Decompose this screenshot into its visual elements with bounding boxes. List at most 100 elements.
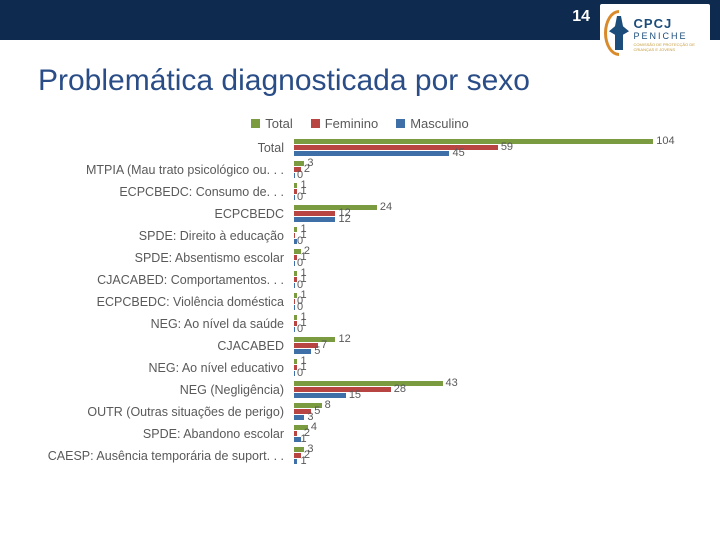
category-label: CAESP: Ausência temporária de suport. . … bbox=[38, 445, 290, 467]
bar-masculino bbox=[294, 371, 295, 376]
bar-total bbox=[294, 381, 443, 386]
value-label-feminino: 1 bbox=[300, 311, 306, 323]
bar-masculino bbox=[294, 415, 304, 420]
logo-acronym: CPCJ bbox=[634, 16, 710, 31]
bar-total bbox=[294, 315, 297, 320]
legend-label: Total bbox=[265, 116, 292, 131]
value-label-total: 24 bbox=[380, 201, 392, 213]
bar-masculino bbox=[294, 195, 295, 200]
value-label-masculino: 12 bbox=[338, 207, 350, 219]
value-label-feminino: 1 bbox=[300, 267, 306, 279]
value-label-masculino: 45 bbox=[452, 147, 464, 159]
chart-row: NEG (Negligência) 43 28 15 bbox=[38, 379, 682, 401]
value-label-feminino: 1 bbox=[300, 355, 306, 367]
chart-row: ECPCBEDC: Violência doméstica100 bbox=[38, 291, 682, 313]
category-label: SPDE: Abandono escolar bbox=[38, 423, 290, 445]
value-label-feminino: 2 bbox=[304, 163, 310, 175]
logo: CPCJ PENICHE COMISSÃO DE PROTECÇÃO DE CR… bbox=[600, 4, 710, 64]
value-label-masculino: 0 bbox=[297, 295, 303, 307]
category-label: ECPCBEDC bbox=[38, 203, 290, 225]
value-label-masculino: 15 bbox=[349, 389, 361, 401]
bar-masculino bbox=[294, 239, 297, 244]
value-label-feminino: 1 bbox=[300, 179, 306, 191]
bar-masculino bbox=[294, 173, 295, 178]
logo-subtitle: COMISSÃO DE PROTECÇÃO DE CRIANÇAS E JOVE… bbox=[634, 43, 710, 52]
category-label: OUTR (Outras situações de perigo) bbox=[38, 401, 290, 423]
category-label: MTPIA (Mau trato psicológico ou. . . bbox=[38, 159, 290, 181]
value-label-feminino: 28 bbox=[394, 383, 406, 395]
chart-row: ECPCBEDC241212 bbox=[38, 203, 682, 225]
bar-total bbox=[294, 359, 297, 364]
bar-masculino bbox=[294, 349, 311, 354]
value-label-total: 104 bbox=[656, 135, 674, 147]
logo-city: PENICHE bbox=[634, 31, 710, 41]
bar-total bbox=[294, 183, 297, 188]
bar-total bbox=[294, 227, 297, 232]
topbar: 14 CPCJ PENICHE COMISSÃO DE PROTECÇÃO DE… bbox=[0, 0, 720, 40]
category-label: SPDE: Direito à educação bbox=[38, 225, 290, 247]
value-label-total: 12 bbox=[338, 333, 350, 345]
legend-item-masculino: Masculino bbox=[396, 116, 469, 131]
category-label: NEG (Negligência) bbox=[38, 379, 290, 401]
chart-row: MTPIA (Mau trato psicológico ou. . .320 bbox=[38, 159, 682, 181]
category-label: CJACABED bbox=[38, 335, 290, 357]
chart-row: OUTR (Outras situações de perigo)853 bbox=[38, 401, 682, 423]
legend-swatch bbox=[311, 119, 320, 128]
value-label-total: 4 bbox=[311, 421, 317, 433]
bar-masculino bbox=[294, 393, 346, 398]
bar-masculino bbox=[294, 151, 449, 156]
chart-row: ECPCBEDC: Consumo de. . .110 bbox=[38, 181, 682, 203]
category-label: NEG: Ao nível da saúde bbox=[38, 313, 290, 335]
bar-total bbox=[294, 139, 653, 144]
bar-masculino bbox=[294, 283, 295, 288]
category-label: SPDE: Absentismo escolar bbox=[38, 247, 290, 269]
chart-row: NEG: Ao nível da saúde110 bbox=[38, 313, 682, 335]
bar-feminino bbox=[294, 233, 295, 238]
logo-glyph bbox=[604, 10, 628, 58]
bar-masculino bbox=[294, 459, 297, 464]
value-label-masculino: 2 bbox=[304, 427, 310, 439]
bar-feminino bbox=[294, 431, 297, 436]
bar-masculino bbox=[294, 217, 335, 222]
value-label-masculino: 0 bbox=[297, 367, 303, 379]
legend-label: Feminino bbox=[325, 116, 378, 131]
value-label-total: 43 bbox=[446, 377, 458, 389]
chart-row: Total 104 59 45 bbox=[38, 137, 682, 159]
chart-row: SPDE: Direito à educação101 bbox=[38, 225, 682, 247]
value-label-masculino: 0 bbox=[297, 191, 303, 203]
chart-row: CJACABED1275 bbox=[38, 335, 682, 357]
legend-swatch bbox=[251, 119, 260, 128]
bar-masculino bbox=[294, 327, 295, 332]
bar-masculino bbox=[294, 305, 295, 310]
category-label: CJACABED: Comportamentos. . . bbox=[38, 269, 290, 291]
chart-row: SPDE: Abandono escolar412 bbox=[38, 423, 682, 445]
value-label-masculino: 0 bbox=[297, 323, 303, 335]
chart-row: CAESP: Ausência temporária de suport. . … bbox=[38, 445, 682, 467]
bar-total bbox=[294, 337, 335, 342]
value-label-total: 8 bbox=[325, 399, 331, 411]
category-label: ECPCBEDC: Violência doméstica bbox=[38, 291, 290, 313]
chart-row: CJACABED: Comportamentos. . .110 bbox=[38, 269, 682, 291]
value-label-feminino: 5 bbox=[314, 405, 320, 417]
chart-row: NEG: Ao nível educativo110 bbox=[38, 357, 682, 379]
bar-total bbox=[294, 447, 304, 452]
value-label-masculino: 1 bbox=[300, 223, 306, 235]
legend-swatch bbox=[396, 119, 405, 128]
bar-feminino bbox=[294, 299, 295, 304]
chart-legend: Total Feminino Masculino bbox=[0, 116, 720, 131]
slide-number: 14 bbox=[572, 8, 590, 26]
bar-total bbox=[294, 205, 377, 210]
value-label-feminino: 59 bbox=[501, 141, 513, 153]
chart-row: SPDE: Absentismo escolar210 bbox=[38, 247, 682, 269]
logo-text: CPCJ PENICHE COMISSÃO DE PROTECÇÃO DE CR… bbox=[634, 16, 710, 52]
category-label: ECPCBEDC: Consumo de. . . bbox=[38, 181, 290, 203]
bar-feminino bbox=[294, 211, 335, 216]
legend-label: Masculino bbox=[410, 116, 469, 131]
chart-area: Total1045945MTPIA (Mau trato psicológico… bbox=[38, 137, 682, 467]
bar-masculino bbox=[294, 261, 295, 266]
legend-item-feminino: Feminino bbox=[311, 116, 378, 131]
category-label: Total bbox=[38, 137, 290, 159]
legend-item-total: Total bbox=[251, 116, 292, 131]
bar-masculino bbox=[294, 437, 301, 442]
value-label-feminino: 0 bbox=[297, 235, 303, 247]
